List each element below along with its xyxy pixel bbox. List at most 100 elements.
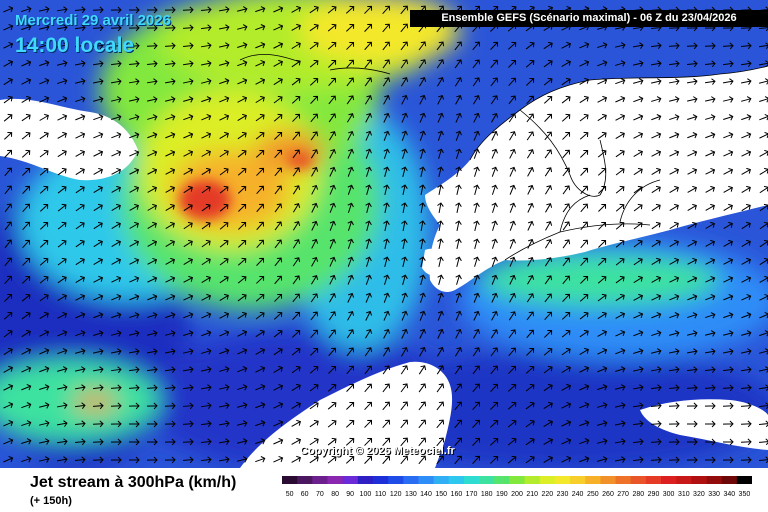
- wind-arrow-icon: [615, 149, 625, 158]
- wind-arrow-icon: [57, 149, 67, 158]
- wind-arrow-icon: [219, 311, 230, 319]
- wind-arrow-icon: [237, 113, 247, 121]
- wind-arrow-icon: [183, 221, 193, 230]
- wind-arrow-icon: [39, 438, 50, 445]
- wind-arrow-icon: [507, 41, 517, 50]
- wind-arrow-icon: [597, 149, 607, 158]
- legend-label: 240: [571, 491, 584, 498]
- wind-arrow-icon: [146, 348, 158, 355]
- wind-arrow-icon: [598, 221, 607, 230]
- wind-arrow-icon: [218, 456, 230, 463]
- wind-arrow-icon: [472, 59, 481, 69]
- wind-arrow-icon: [93, 114, 104, 121]
- wind-arrow-icon: [401, 166, 408, 177]
- wind-arrow-icon: [579, 113, 589, 122]
- wind-arrow-icon: [147, 239, 157, 247]
- wind-arrow-icon: [164, 366, 176, 373]
- wind-arrow-icon: [3, 23, 14, 31]
- wind-arrow-icon: [74, 402, 86, 410]
- wind-arrow-icon: [382, 401, 391, 411]
- wind-arrow-icon: [327, 41, 337, 50]
- wind-arrow-icon: [147, 149, 158, 157]
- wind-arrow-icon: [650, 60, 662, 67]
- wind-arrow-icon: [110, 78, 122, 85]
- legend-swatch: [554, 476, 571, 484]
- wind-arrow-icon: [129, 330, 140, 337]
- wind-arrow-icon: [580, 203, 589, 213]
- wind-arrow-icon: [92, 60, 104, 67]
- greenland-landmass: [0, 98, 138, 181]
- wind-arrow-icon: [39, 149, 49, 158]
- wind-arrow-icon: [579, 365, 590, 373]
- wind-arrow-icon: [329, 202, 336, 213]
- wind-arrow-icon: [669, 257, 679, 265]
- wind-arrow-icon: [722, 78, 734, 85]
- jet-stream-map[interactable]: Mercredi 29 avril 2026 14:00 locale Ense…: [0, 0, 768, 468]
- wind-arrow-icon: [93, 239, 103, 248]
- wind-arrow-icon: [255, 420, 266, 427]
- valid-time: 14:00 locale: [15, 34, 135, 57]
- wind-arrow-icon: [651, 239, 661, 248]
- wind-arrow-icon: [93, 221, 103, 230]
- wind-arrow-icon: [310, 293, 319, 303]
- wind-arrow-icon: [128, 384, 140, 392]
- wind-arrow-icon: [508, 329, 517, 339]
- wind-arrow-icon: [759, 366, 768, 373]
- wind-arrow-icon: [292, 185, 301, 195]
- wind-arrow-icon: [597, 275, 607, 284]
- wind-arrow-icon: [255, 365, 266, 373]
- wind-arrow-icon: [526, 113, 535, 123]
- wind-arrow-icon: [400, 41, 409, 51]
- wind-arrow-icon: [238, 203, 247, 212]
- wind-arrow-icon: [723, 239, 733, 247]
- wind-arrow-icon: [346, 59, 355, 69]
- wind-arrow-icon: [741, 114, 752, 121]
- wind-arrow-icon: [758, 60, 768, 67]
- wind-arrow-icon: [597, 77, 608, 85]
- wind-arrow-icon: [633, 60, 644, 67]
- wind-arrow-icon: [687, 312, 698, 319]
- wind-arrow-icon: [437, 256, 444, 267]
- wind-arrow-icon: [274, 221, 283, 231]
- wind-arrow-icon: [436, 41, 445, 51]
- wind-arrow-icon: [365, 184, 372, 195]
- wind-arrow-icon: [219, 78, 230, 85]
- valid-date: Mercredi 29 avril 2026: [15, 12, 171, 29]
- wind-arrow-icon: [686, 402, 698, 410]
- wind-arrow-icon: [146, 366, 158, 374]
- wind-arrow-icon: [650, 42, 662, 50]
- wind-arrow-icon: [615, 384, 626, 391]
- wind-arrow-icon: [256, 221, 265, 231]
- wind-arrow-icon: [57, 203, 67, 212]
- wind-arrow-icon: [597, 113, 607, 122]
- wind-arrow-icon: [687, 257, 698, 265]
- wind-arrow-icon: [327, 455, 337, 464]
- wind-arrow-icon: [543, 437, 553, 445]
- wind-arrow-icon: [632, 438, 644, 446]
- wind-arrow-icon: [111, 132, 122, 139]
- wind-arrow-icon: [92, 24, 104, 32]
- wind-arrow-icon: [668, 60, 680, 68]
- wind-arrow-icon: [200, 438, 212, 446]
- wind-arrow-icon: [472, 437, 481, 446]
- wind-arrow-icon: [22, 185, 31, 194]
- wind-arrow-icon: [56, 402, 68, 409]
- wind-arrow-icon: [311, 184, 319, 195]
- wind-arrow-icon: [147, 294, 158, 301]
- wind-arrow-icon: [273, 365, 283, 373]
- wind-arrow-icon: [147, 257, 158, 265]
- wind-arrow-icon: [364, 419, 373, 428]
- wind-arrow-icon: [21, 293, 31, 302]
- legend-swatch: [372, 476, 389, 484]
- wind-arrow-icon: [255, 149, 265, 158]
- wind-arrow-icon: [200, 42, 212, 49]
- wind-arrow-icon: [92, 42, 104, 50]
- wind-arrow-icon: [509, 184, 516, 195]
- wind-arrow-icon: [509, 238, 516, 249]
- wind-arrow-icon: [562, 149, 571, 159]
- wind-arrow-icon: [3, 383, 14, 391]
- wind-arrow-icon: [508, 77, 517, 87]
- wind-arrow-icon: [543, 59, 553, 68]
- legend-label: 280: [632, 491, 645, 498]
- wind-arrow-icon: [543, 455, 553, 463]
